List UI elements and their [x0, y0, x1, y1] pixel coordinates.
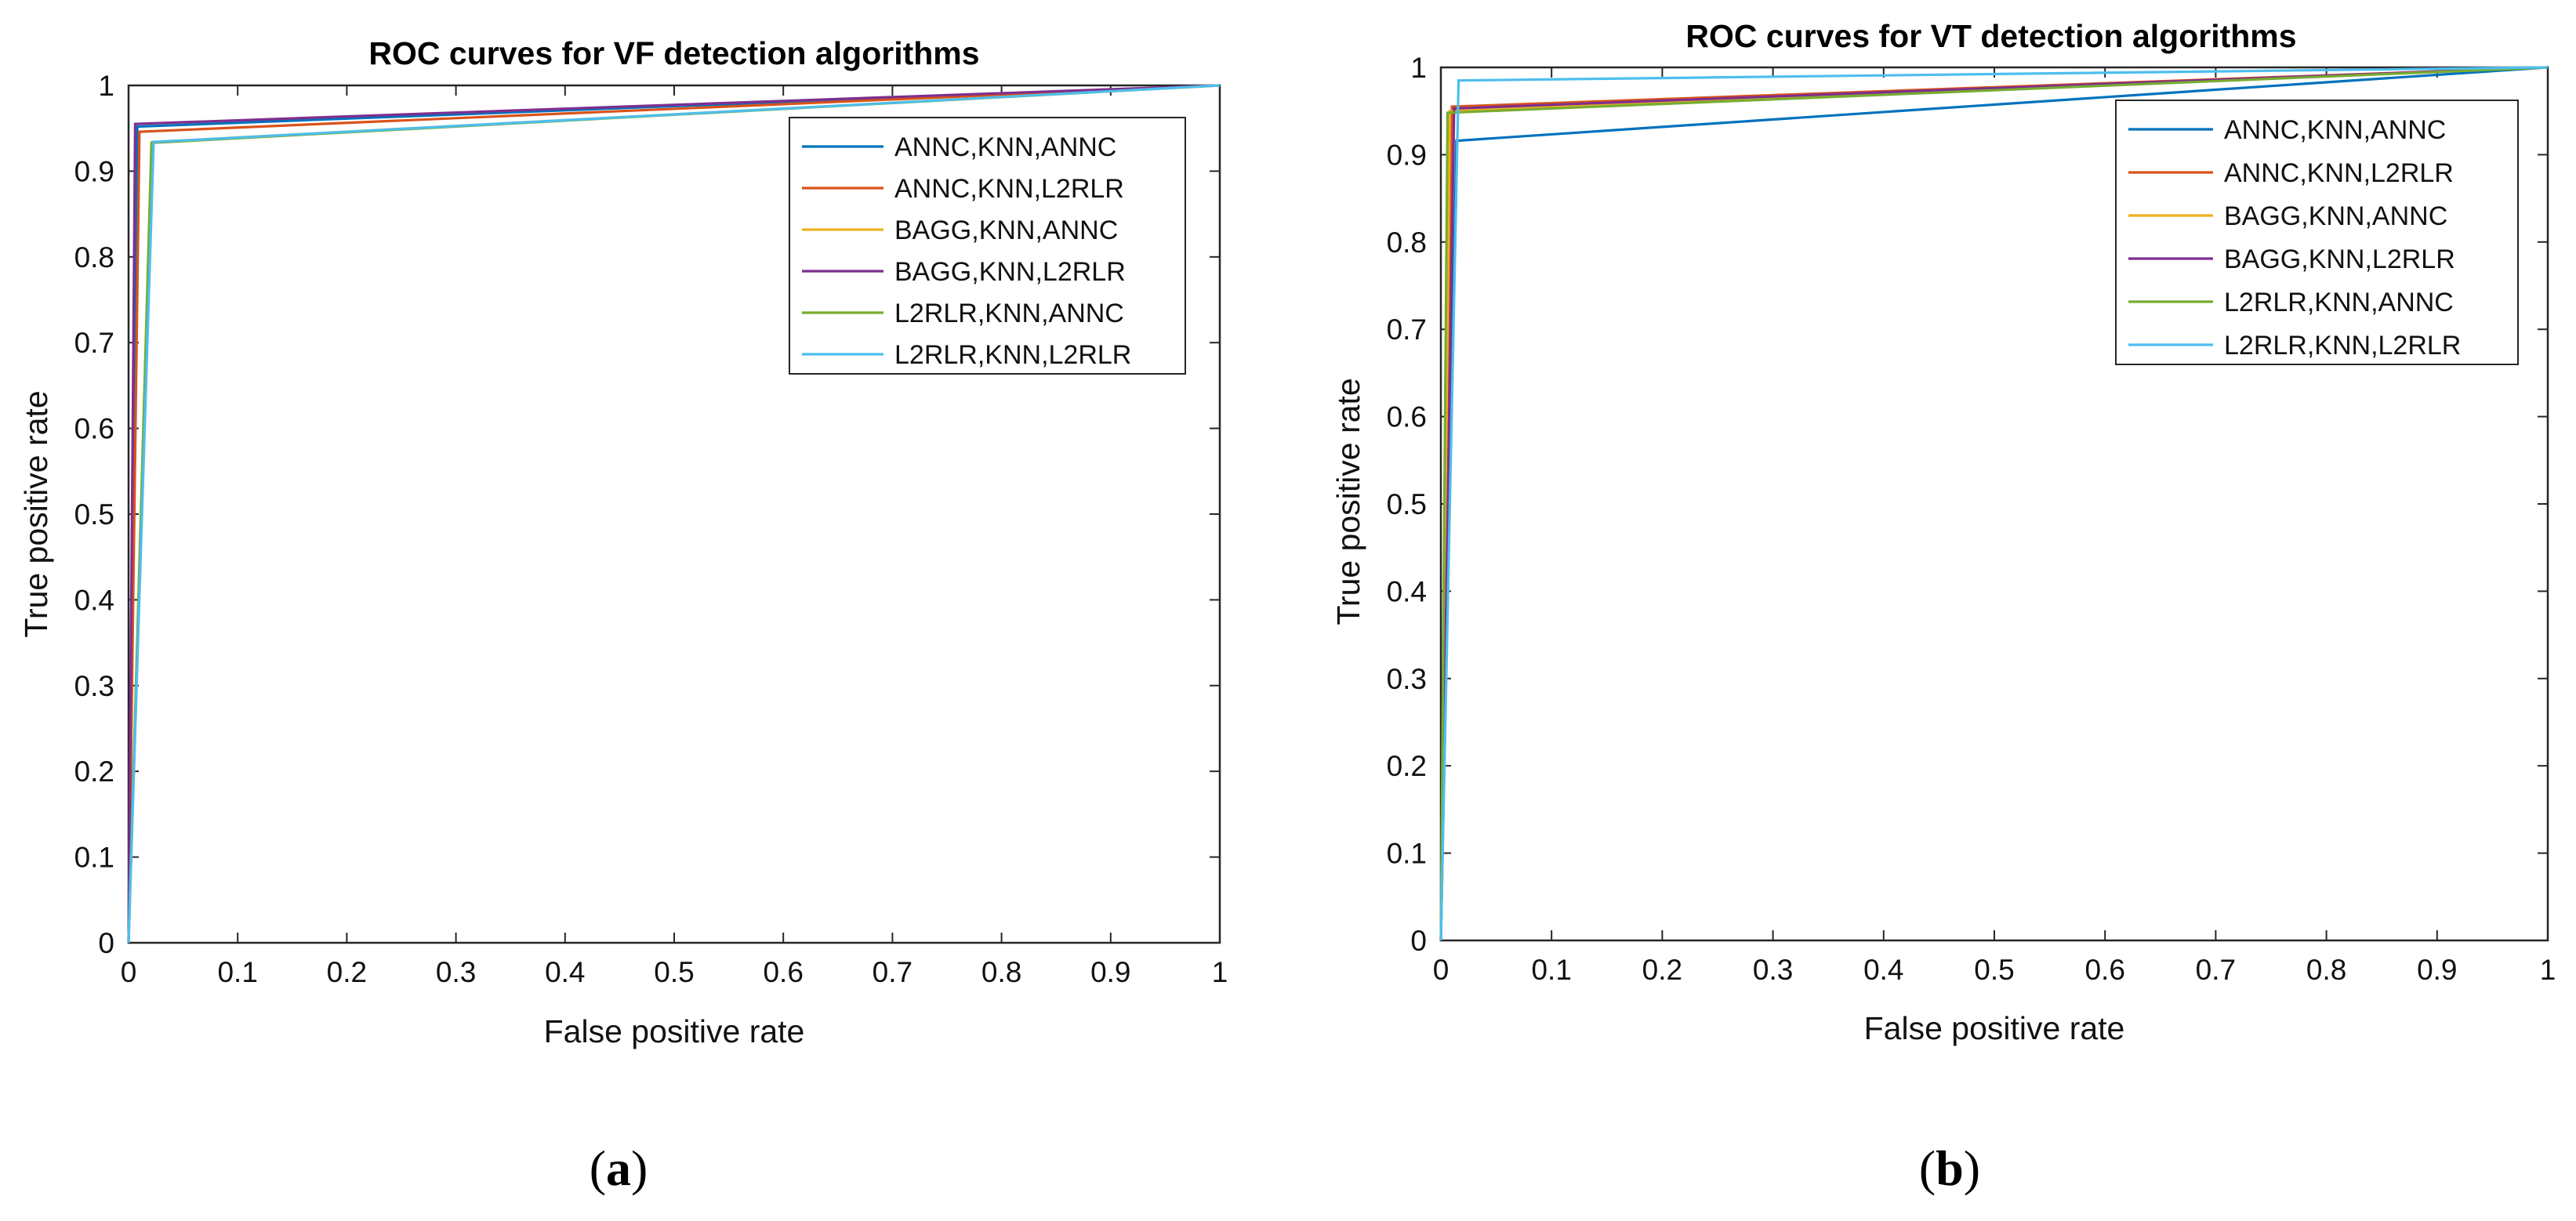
panel-a: ROC curves for VF detection algorithms 0…: [18, 35, 1228, 1196]
y-tick-label: 0.7: [1387, 313, 1427, 346]
panel-caption-letter: a: [606, 1140, 631, 1196]
panel-caption: (b): [1919, 1140, 1980, 1196]
series-line-4: [127, 84, 1221, 944]
legend-label: BAGG,KNN,ANNC: [894, 216, 1118, 245]
y-tick-label: 0.4: [1387, 575, 1427, 607]
legend: ANNC,KNN,ANNC ANNC,KNN,L2RLR BAGG,KNN,ANNC…: [2115, 100, 2519, 365]
x-tick-label: 0: [121, 956, 137, 988]
y-tick-label: 1: [1410, 52, 1427, 84]
x-tick-label: 0.9: [1090, 956, 1130, 988]
legend-label: BAGG,KNN,ANNC: [2224, 201, 2447, 231]
y-tick-label: 0.2: [1387, 750, 1427, 782]
legend-label: ANNC,KNN,ANNC: [2224, 115, 2446, 145]
y-tick-label: 0.6: [1387, 401, 1427, 433]
x-tick-label: 0.1: [217, 956, 257, 988]
legend-label: L2RLR,KNN,ANNC: [2224, 288, 2454, 317]
series-line-2: [127, 84, 1221, 944]
x-tick-label: 0.5: [654, 956, 694, 988]
legend-label: L2RLR,KNN,ANNC: [894, 299, 1124, 328]
legend-label: ANNC,KNN,ANNC: [894, 132, 1116, 162]
y-tick-label: 0.1: [1387, 838, 1427, 870]
legend-label: ANNC,KNN,L2RLR: [2224, 158, 2454, 188]
y-tick-label: 0.9: [74, 155, 114, 187]
y-ticks: 0 0.1 0.2 0.3 0.4 0.5 0.6 0.7 0.8 0.9 1: [74, 70, 1220, 959]
y-tick-label: 1: [98, 70, 114, 102]
panel-caption: (a): [590, 1140, 648, 1196]
x-ticks: 0 0.1 0.2 0.3 0.4 0.5 0.6 0.7 0.8 0.9 1: [121, 85, 1228, 988]
x-tick-label: 0.2: [327, 956, 367, 988]
x-tick-label: 0.4: [545, 956, 585, 988]
legend-label: BAGG,KNN,L2RLR: [2224, 245, 2455, 274]
legend-box: [2115, 100, 2519, 365]
chart-title: ROC curves for VF detection algorithms: [368, 35, 979, 71]
x-tick-label: 0.2: [1642, 954, 1682, 986]
x-axis-label: False positive rate: [1864, 1010, 2125, 1046]
legend-label: BAGG,KNN,L2RLR: [894, 257, 1126, 287]
y-tick-label: 0.8: [1387, 226, 1427, 259]
y-tick-label: 0.8: [74, 241, 114, 274]
series-line-6: [127, 84, 1221, 944]
y-tick-label: 0.7: [74, 327, 114, 359]
legend-label: L2RLR,KNN,L2RLR: [894, 340, 1131, 370]
y-tick-label: 0.3: [1387, 663, 1427, 695]
legend: ANNC,KNN,ANNC ANNC,KNN,L2RLR BAGG,KNN,ANNC…: [789, 117, 1186, 375]
x-tick-label: 0.7: [873, 956, 912, 988]
y-axis-label: True positive rate: [18, 390, 54, 637]
y-tick-label: 0.6: [74, 413, 114, 445]
legend-entries: ANNC,KNN,ANNC ANNC,KNN,L2RLR BAGG,KNN,ANNC…: [2128, 115, 2461, 361]
legend-label: L2RLR,KNN,L2RLR: [2224, 331, 2461, 361]
y-tick-label: 0.4: [74, 584, 114, 616]
y-tick-label: 0.5: [74, 498, 114, 531]
x-tick-label: 0.6: [763, 956, 803, 988]
x-tick-label: 0.4: [1863, 954, 1903, 986]
legend-box: [789, 117, 1186, 375]
x-tick-label: 0.8: [981, 956, 1021, 988]
y-tick-label: 0: [98, 927, 114, 959]
x-tick-label: 1: [2540, 954, 2556, 986]
y-tick-label: 0.2: [74, 755, 114, 788]
x-tick-label: 0.1: [1531, 954, 1571, 986]
x-tick-label: 0: [1433, 954, 1449, 986]
legend-label: ANNC,KNN,L2RLR: [894, 174, 1124, 204]
series-line-4: [1439, 66, 2549, 941]
y-tick-label: 0.1: [74, 842, 114, 874]
panel-caption-letter: b: [1936, 1140, 1964, 1196]
y-tick-label: 0.3: [74, 670, 114, 702]
series-lines: [127, 84, 1221, 944]
x-tick-label: 0.6: [2084, 954, 2124, 986]
y-tick-label: 0: [1410, 925, 1427, 957]
x-tick-label: 0.7: [2196, 954, 2236, 986]
x-tick-label: 1: [1212, 956, 1228, 988]
series-lines: [1439, 66, 2549, 941]
series-line-6: [1439, 66, 2549, 941]
y-ticks: 0 0.1 0.2 0.3 0.4 0.5 0.6 0.7 0.8 0.9 1: [1387, 52, 2548, 957]
x-tick-label: 0.3: [1753, 954, 1793, 986]
y-tick-label: 0.5: [1387, 488, 1427, 520]
x-tick-label: 0.8: [2306, 954, 2346, 986]
series-line-5: [1439, 66, 2549, 941]
x-axis-label: False positive rate: [544, 1013, 805, 1049]
chart-title: ROC curves for VT detection algorithms: [1685, 18, 2296, 54]
y-axis-label: True positive rate: [1330, 378, 1366, 625]
x-tick-label: 0.9: [2417, 954, 2457, 986]
x-tick-label: 0.5: [1974, 954, 2014, 986]
panel-b: ROC curves for VT detection algorithms 0…: [1330, 18, 2556, 1196]
x-tick-label: 0.3: [436, 956, 476, 988]
y-tick-label: 0.9: [1387, 139, 1427, 171]
legend-entries: ANNC,KNN,ANNC ANNC,KNN,L2RLR BAGG,KNN,ANNC…: [802, 132, 1131, 370]
